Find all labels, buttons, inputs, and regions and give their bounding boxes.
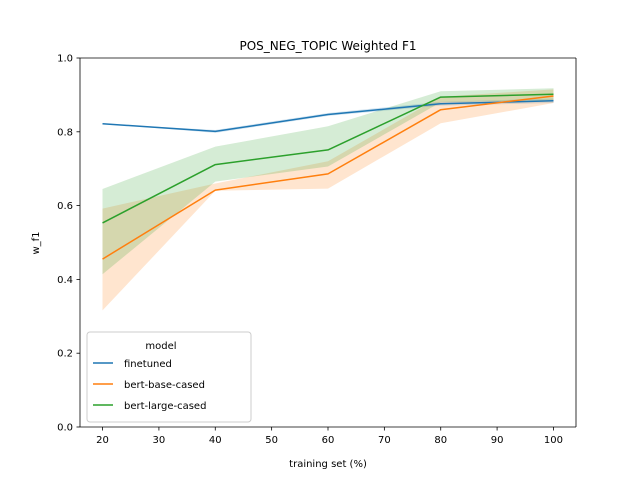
data-point bbox=[102, 123, 104, 125]
data-point bbox=[440, 96, 442, 98]
series-lines bbox=[102, 93, 555, 260]
data-point bbox=[102, 258, 104, 260]
legend-item-2: bert-large-cased bbox=[124, 401, 206, 412]
series-line-1 bbox=[102, 95, 554, 260]
series-line-0 bbox=[102, 100, 554, 133]
legend-item-1: bert-base-cased bbox=[124, 380, 205, 391]
y-tick-label: 0.0 bbox=[57, 423, 73, 434]
data-point bbox=[553, 95, 555, 97]
data-point bbox=[327, 149, 329, 151]
confidence-band-2 bbox=[102, 88, 554, 275]
legend: model finetuned bert-base-cased bert-large-… bbox=[86, 331, 252, 423]
y-axis-label: w_f1 bbox=[31, 231, 42, 254]
x-tick-label: 70 bbox=[378, 435, 391, 446]
chart-title: POS_NEG_TOPIC Weighted F1 bbox=[239, 39, 416, 53]
data-point bbox=[440, 103, 442, 105]
x-tick-label: 60 bbox=[322, 435, 335, 446]
data-point bbox=[214, 131, 216, 133]
confidence-band-0 bbox=[102, 98, 554, 133]
y-tick-label: 0.6 bbox=[57, 201, 73, 212]
data-point bbox=[327, 173, 329, 175]
data-point bbox=[214, 189, 216, 191]
x-tick-label: 100 bbox=[544, 435, 563, 446]
data-point bbox=[327, 114, 329, 116]
axes: 20 30 40 50 60 70 80 90 100 0.0 0.2 0.4 0.6 0.8 1.0 bbox=[57, 54, 577, 446]
data-point bbox=[440, 109, 442, 111]
x-tick-label: 50 bbox=[265, 435, 278, 446]
y-tick-label: 0.8 bbox=[57, 127, 73, 138]
confidence-band-1 bbox=[102, 89, 554, 311]
x-tick-label: 20 bbox=[96, 435, 109, 446]
legend-title: model bbox=[145, 341, 176, 352]
data-point bbox=[102, 222, 104, 224]
x-axis-label: training set (%) bbox=[289, 459, 367, 470]
data-point bbox=[553, 100, 555, 102]
x-tick-label: 90 bbox=[491, 435, 504, 446]
series-line-2 bbox=[102, 93, 554, 224]
y-tick-label: 1.0 bbox=[57, 54, 73, 65]
y-tick-label: 0.2 bbox=[57, 349, 73, 360]
data-point bbox=[214, 164, 216, 166]
x-tick-label: 40 bbox=[209, 435, 222, 446]
x-tick-label: 80 bbox=[434, 435, 447, 446]
confidence-bands bbox=[102, 88, 554, 311]
legend-item-0: finetuned bbox=[124, 359, 172, 370]
legend-box bbox=[86, 331, 252, 423]
y-tick-label: 0.4 bbox=[57, 275, 73, 286]
data-point bbox=[553, 93, 555, 95]
x-tick-label: 30 bbox=[153, 435, 166, 446]
